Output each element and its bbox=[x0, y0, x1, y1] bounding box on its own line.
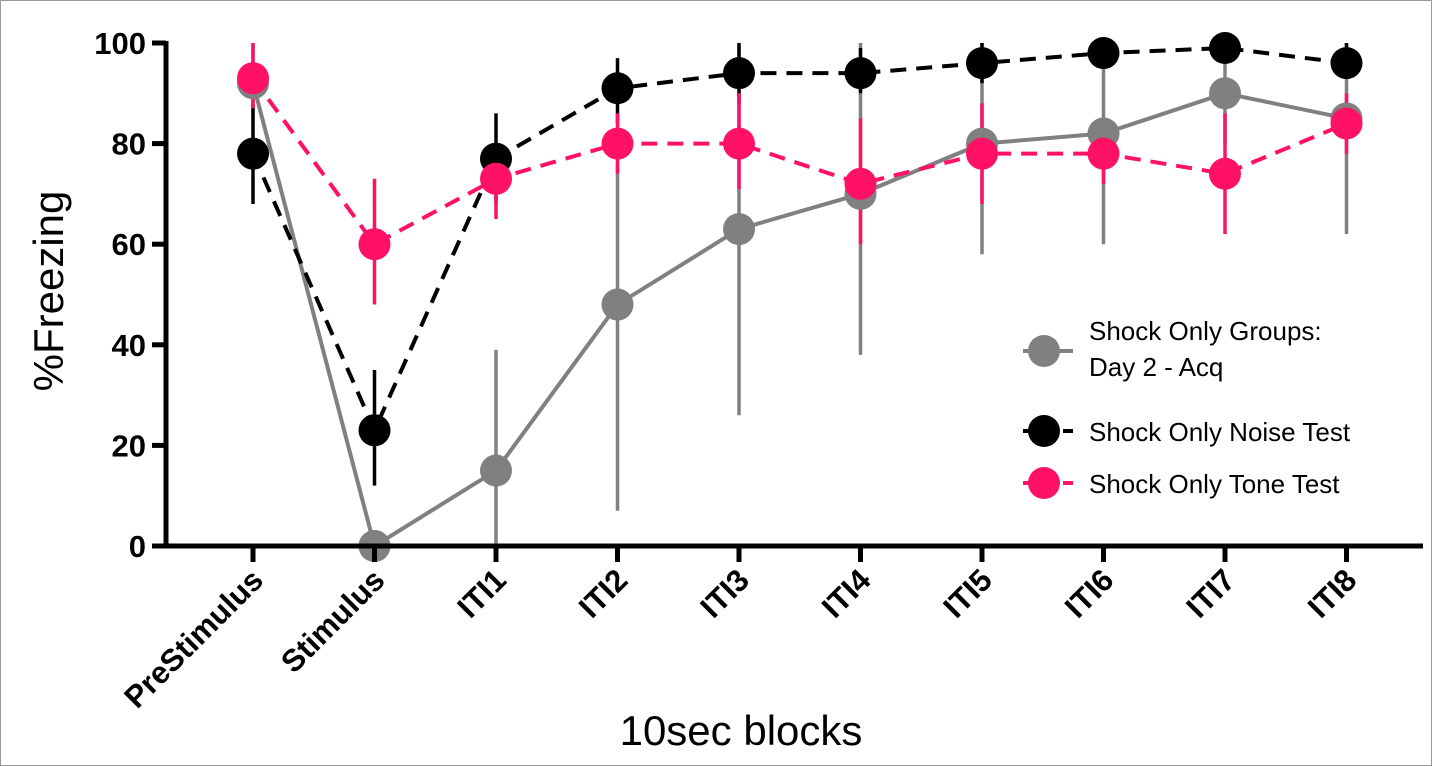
y-tick-label: 60 bbox=[112, 227, 146, 262]
data-point bbox=[601, 127, 634, 160]
data-point bbox=[844, 57, 877, 90]
data-point bbox=[1087, 37, 1120, 70]
data-point bbox=[1330, 107, 1363, 140]
data-point bbox=[723, 127, 755, 160]
data-point bbox=[1087, 137, 1120, 170]
data-point bbox=[1330, 47, 1363, 80]
x-tick-label: ITI2 bbox=[572, 562, 635, 625]
y-tick-label: 80 bbox=[112, 127, 146, 162]
legend-label: Shock Only Noise Test bbox=[1089, 417, 1351, 447]
legend-marker bbox=[1028, 415, 1060, 447]
x-tick-label: PreStimulus bbox=[117, 562, 270, 715]
legend-marker bbox=[1028, 467, 1060, 499]
legend: Shock Only Groups: Day 2 - Acq Shock Only … bbox=[1023, 316, 1351, 499]
data-point bbox=[601, 288, 634, 321]
series-lines bbox=[251, 46, 1348, 548]
y-tick-label: 20 bbox=[112, 428, 146, 463]
x-tick-label: ITI4 bbox=[815, 562, 878, 625]
legend-label: Shock Only Tone Test bbox=[1089, 469, 1340, 499]
x-tick-label: ITI8 bbox=[1301, 562, 1364, 625]
data-point bbox=[1209, 157, 1241, 190]
data-point bbox=[480, 454, 512, 487]
x-tick-label: ITI3 bbox=[693, 562, 756, 625]
data-point bbox=[237, 62, 269, 95]
legend-label: Day 2 - Acq bbox=[1089, 352, 1223, 382]
x-tick-label: ITI1 bbox=[450, 562, 513, 625]
y-axis-title: %Freezing bbox=[25, 191, 72, 392]
data-point bbox=[237, 137, 269, 170]
x-axis-title: 10sec blocks bbox=[620, 707, 863, 754]
series-markers bbox=[237, 32, 1363, 562]
data-point bbox=[358, 414, 391, 447]
series-line bbox=[251, 82, 1347, 548]
data-point bbox=[844, 167, 877, 200]
data-point bbox=[601, 72, 634, 105]
y-tick-label: 40 bbox=[112, 328, 146, 363]
axes bbox=[152, 40, 1423, 562]
data-point bbox=[1209, 32, 1241, 65]
series-line bbox=[251, 46, 1347, 433]
data-point bbox=[966, 137, 998, 170]
y-tick-label: 100 bbox=[94, 26, 146, 61]
data-point bbox=[966, 47, 998, 80]
data-point bbox=[723, 213, 755, 246]
x-tick-label: ITI6 bbox=[1058, 562, 1121, 625]
data-point bbox=[480, 162, 512, 195]
legend-marker bbox=[1028, 335, 1060, 367]
data-point bbox=[358, 228, 391, 261]
x-tick-label: ITI7 bbox=[1179, 562, 1242, 625]
y-tick-label: 0 bbox=[129, 529, 146, 564]
legend-label: Shock Only Groups: bbox=[1089, 316, 1322, 346]
series-line bbox=[251, 77, 1348, 247]
x-tick-label: Stimulus bbox=[274, 562, 391, 679]
data-point bbox=[723, 57, 755, 90]
x-tick-label: ITI5 bbox=[936, 562, 999, 625]
data-point bbox=[1209, 77, 1241, 110]
